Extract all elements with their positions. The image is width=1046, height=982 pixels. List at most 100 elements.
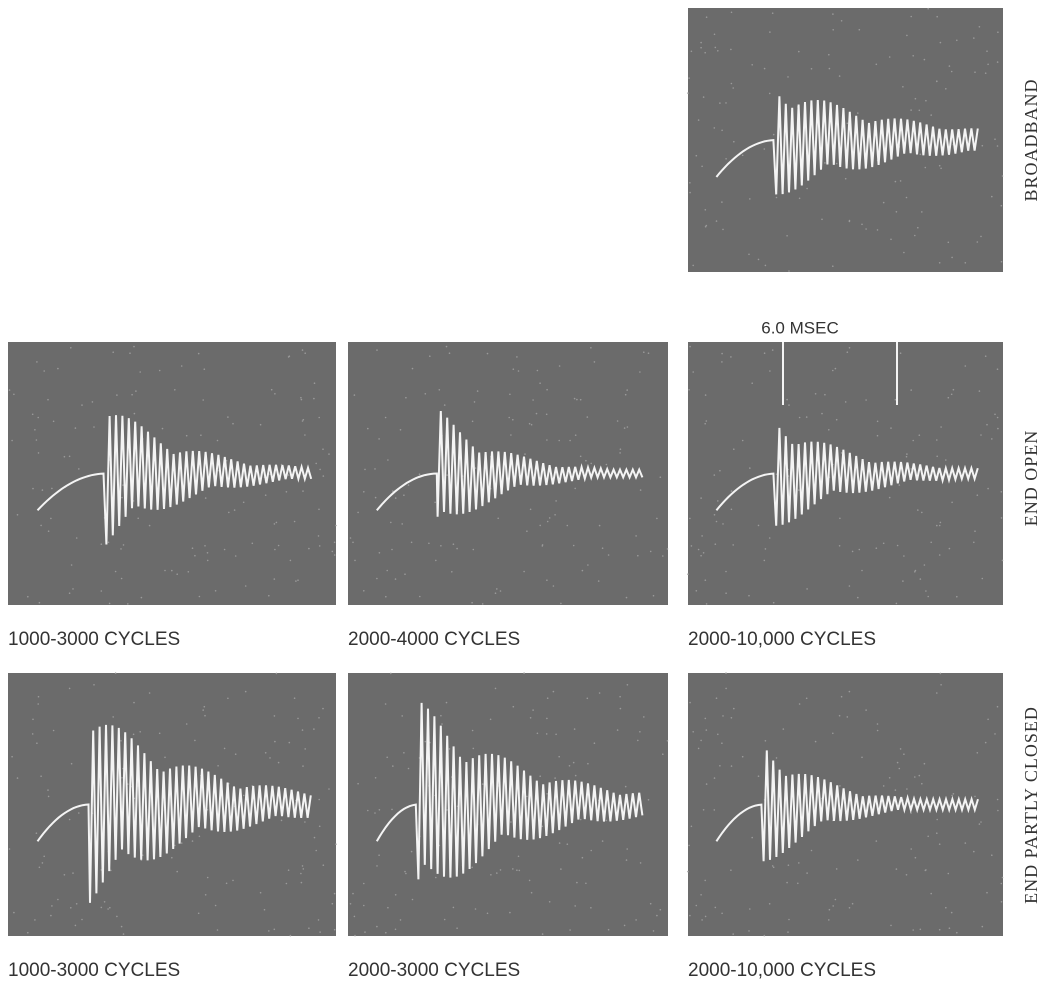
noise-dot [623,427,626,429]
noise-dot [322,864,325,866]
noise-dot [424,740,427,743]
noise-dot [976,494,979,497]
noise-dot [798,703,801,705]
noise-dot [47,398,49,401]
noise-dot [429,355,431,358]
noise-dot [749,198,751,200]
noise-dot [882,785,885,787]
noise-dot [821,218,823,221]
noise-dot [914,569,917,572]
noise-dot [714,543,717,545]
noise-dot [244,690,247,693]
noise-dot [643,351,645,354]
noise-dot [1001,175,1004,177]
noise-dot [318,717,320,719]
noise-dot [293,520,296,523]
noise-dot [713,514,716,516]
noise-dot [328,453,330,455]
noise-dot [662,555,664,557]
noise-dot [704,209,707,211]
noise-dot [771,865,774,867]
noise-dot [313,728,315,730]
noise-dot [121,496,123,499]
noise-dot [1001,559,1004,562]
noise-dot [948,65,951,67]
noise-dot [996,145,999,147]
noise-dot [139,371,141,373]
noise-dot [748,930,750,932]
noise-dot [74,924,77,927]
noise-dot [717,50,719,52]
noise-dot [902,580,904,582]
noise-dot [964,842,967,844]
noise-dot [572,544,575,547]
noise-dot [374,812,376,814]
noise-dot [938,928,941,931]
noise-dot [289,934,292,937]
noise-dot [569,929,571,931]
noise-dot [139,731,141,733]
noise-dot [120,577,123,580]
noise-dot [259,423,262,426]
noise-dot [424,393,427,395]
noise-dot [11,439,13,442]
noise-dot [174,844,176,847]
noise-dot [242,794,245,797]
noise-dot [275,672,278,675]
noise-dot [387,459,389,461]
noise-dot [472,747,475,750]
noise-dot [722,228,724,231]
noise-dot [364,468,366,471]
noise-dot [81,918,83,921]
noise-dot [714,46,717,49]
noise-dot [689,517,691,520]
noise-dot [730,490,733,492]
noise-dot [905,874,908,876]
noise-dot [418,473,421,476]
noise-dot [419,595,421,598]
noise-dot [333,541,336,544]
side-label: END OPEN [1021,430,1041,527]
noise-dot [214,590,217,592]
noise-dot [730,82,733,85]
noise-dot [635,535,637,537]
noise-dot [328,788,330,790]
noise-dot [574,905,576,907]
noise-dot [34,429,36,431]
noise-dot [148,692,151,694]
noise-dot [72,588,74,590]
noise-dot [40,775,42,777]
noise-dot [300,398,303,401]
noise-dot [903,555,905,557]
noise-dot [335,524,337,527]
noise-dot [810,849,813,852]
trace [36,724,312,903]
noise-dot [70,564,73,566]
noise-dot [516,869,518,871]
noise-dot [924,166,927,169]
noise-dot [569,439,571,442]
noise-dot [269,757,271,759]
noise-dot [333,892,336,895]
noise-dot [925,869,927,871]
noise-dot [912,439,914,442]
noise-dot [713,474,716,476]
noise-dot [302,418,305,421]
noise-dot [768,92,771,95]
noise-dot [938,554,941,556]
noise-dot [635,919,637,921]
noise-dot [692,264,694,267]
noise-dot [333,554,336,556]
noise-dot [705,420,708,422]
noise-dot [936,455,938,458]
noise-dot [41,489,44,491]
noise-dot [689,191,691,194]
noise-dot [394,497,397,499]
noise-dot [581,856,584,859]
noise-dot [37,452,40,454]
noise-dot [974,71,976,73]
noise-dot [304,821,306,823]
noise-dot [824,393,826,396]
noise-dot [363,904,365,907]
